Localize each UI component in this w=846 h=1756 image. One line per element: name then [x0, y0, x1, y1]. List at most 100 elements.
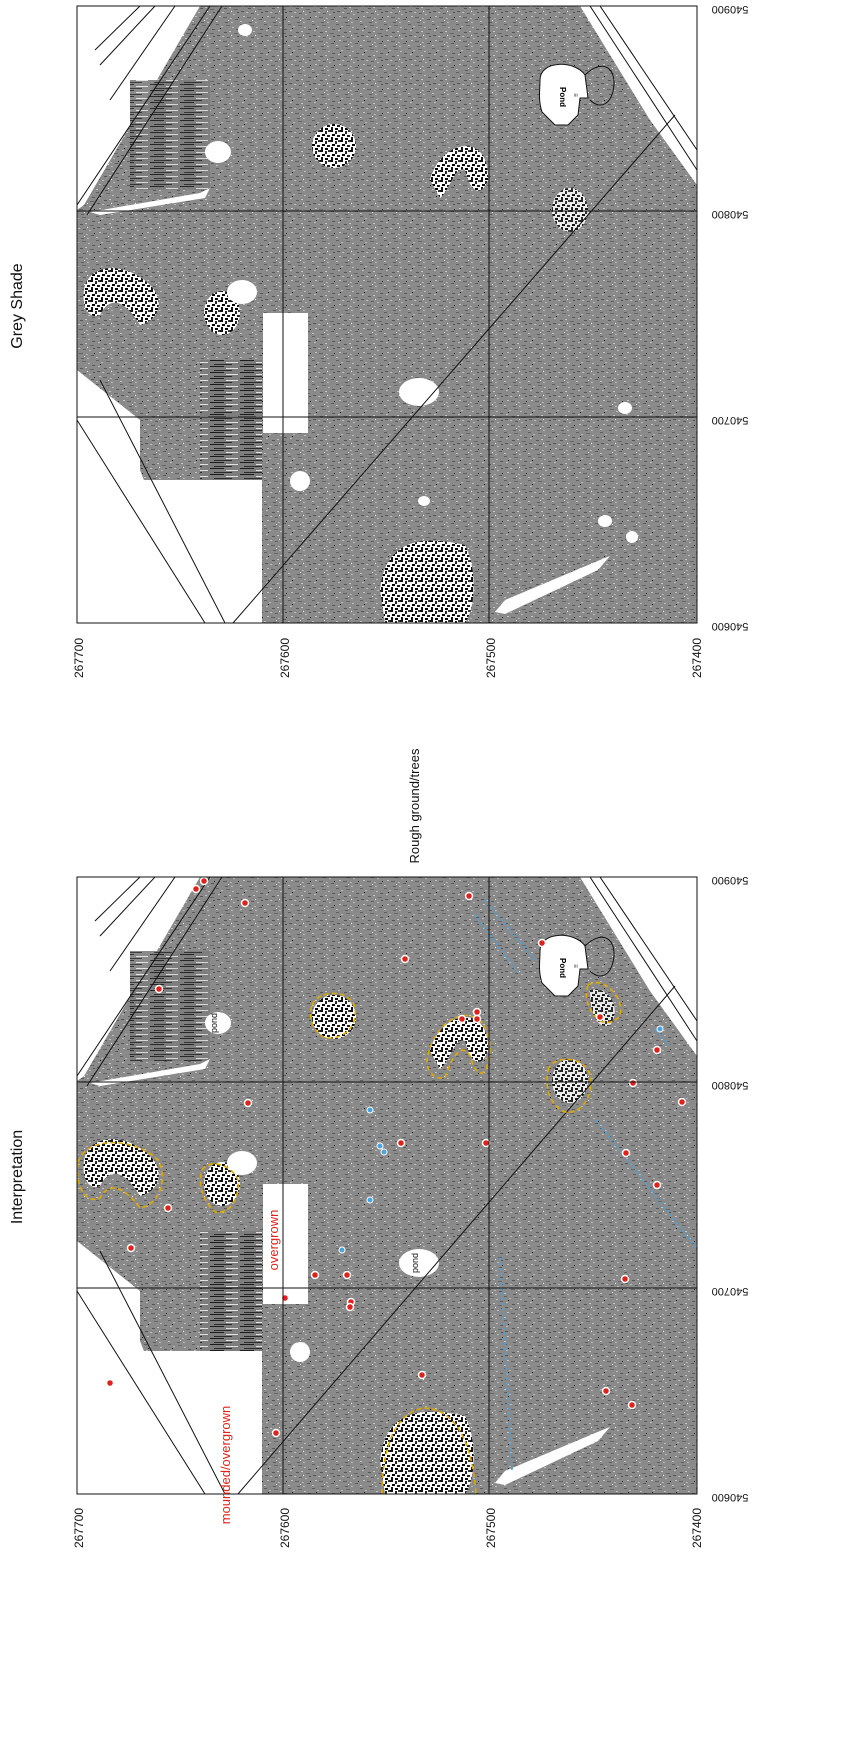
red-point	[481, 1138, 491, 1148]
white-spot	[227, 280, 257, 304]
red-point	[243, 1098, 253, 1108]
road-edge	[589, 6, 697, 171]
red-point	[652, 1045, 662, 1055]
red-point	[345, 1302, 355, 1312]
outline-feature	[199, 1163, 239, 1214]
red-point	[342, 1270, 352, 1280]
road-edge	[99, 877, 156, 937]
easting-label: 540800	[712, 1079, 749, 1091]
white-spot	[399, 1249, 439, 1277]
red-point	[464, 891, 474, 901]
mounded-label: mounded/overgrown	[218, 1406, 233, 1525]
red-point	[472, 1007, 482, 1017]
white-spot	[626, 531, 638, 543]
transect-line	[237, 985, 676, 1494]
road-edge	[99, 1250, 226, 1494]
pond-outline	[539, 63, 589, 126]
anomaly-blob	[380, 1411, 474, 1494]
streaky-zone	[200, 1231, 262, 1351]
linear-feature	[90, 188, 210, 215]
anomaly-blob	[204, 291, 240, 335]
red-point	[627, 1400, 637, 1410]
northing-label: 267400	[690, 638, 704, 678]
interpretation-outlines	[77, 982, 622, 1494]
streaky-zone	[130, 951, 210, 1061]
red-point	[417, 1370, 427, 1380]
linear-feature	[495, 556, 610, 614]
northing-label: 267700	[72, 638, 86, 678]
red-point	[620, 1274, 630, 1284]
road-edge	[589, 877, 697, 1042]
blue-line	[654, 1029, 671, 1046]
red-point	[126, 1243, 136, 1253]
outline-feature	[585, 982, 622, 1024]
pond-outline	[539, 934, 589, 997]
red-point	[191, 884, 201, 894]
red-point	[199, 877, 209, 886]
blue-point	[366, 1106, 374, 1114]
unsurveyed-area	[140, 1351, 262, 1494]
red-point	[457, 1014, 467, 1024]
panel-frame	[76, 876, 698, 1495]
outline-feature	[426, 1014, 491, 1079]
red-point	[400, 954, 410, 964]
red-point	[310, 1270, 320, 1280]
red-point	[105, 1378, 115, 1388]
red-point	[595, 1012, 605, 1022]
easting-label: 540800	[712, 208, 749, 220]
anomaly-blob	[430, 1017, 489, 1069]
road-edge	[77, 419, 206, 623]
unsurveyed-area	[263, 313, 308, 433]
red-point	[240, 898, 250, 908]
panel-title: Grey Shade	[9, 263, 26, 348]
northing-label: 267700	[72, 1508, 86, 1548]
rough-ground-label: Rough ground/trees	[407, 748, 422, 863]
panel-title: Interpretation	[9, 1130, 26, 1224]
northing-label: 267500	[484, 1508, 498, 1548]
road-edge	[599, 877, 697, 1022]
unsurveyed-area	[580, 877, 697, 1056]
anomaly-blob	[552, 188, 588, 232]
outline-feature	[381, 1407, 477, 1494]
white-spot	[290, 1342, 310, 1362]
road-edge	[109, 6, 176, 101]
road-edge	[99, 379, 226, 623]
blue-line	[484, 899, 536, 961]
road-edge	[77, 1290, 206, 1494]
blue-point	[656, 1025, 664, 1033]
road-edge	[86, 877, 223, 1087]
red-point	[154, 984, 164, 994]
blue-point	[376, 1142, 384, 1150]
blue-point	[366, 1196, 374, 1204]
red-point	[537, 938, 547, 948]
grid-lines	[77, 877, 697, 1494]
unsurveyed-area	[580, 6, 697, 185]
panel-frame	[76, 5, 698, 624]
road-edge	[94, 6, 141, 51]
red-point	[628, 1078, 638, 1088]
grid-lines	[77, 6, 697, 623]
blue-linear-features	[474, 899, 697, 1471]
red-point	[271, 1428, 281, 1438]
road-edge	[86, 6, 223, 216]
blue-point	[338, 1246, 346, 1254]
easting-label: 540900	[712, 874, 749, 886]
red-point	[601, 1386, 611, 1396]
anomaly-blob	[312, 124, 356, 168]
red-point	[163, 1203, 173, 1213]
red-point	[396, 1138, 406, 1148]
road-edge	[77, 877, 211, 1077]
outline-feature	[77, 1141, 164, 1209]
pond-text: pond	[410, 1253, 420, 1273]
blue-point	[380, 1148, 388, 1156]
white-spot	[598, 515, 612, 527]
easting-label: 540600	[712, 620, 749, 632]
outline-feature	[309, 992, 356, 1039]
red-point-features	[105, 877, 687, 1438]
white-spot	[290, 471, 310, 491]
pond-outline	[584, 65, 615, 106]
northing-label: 267500	[484, 638, 498, 678]
unsurveyed-area	[140, 480, 262, 623]
white-spot	[618, 402, 632, 414]
anomaly-blob	[204, 1162, 240, 1206]
